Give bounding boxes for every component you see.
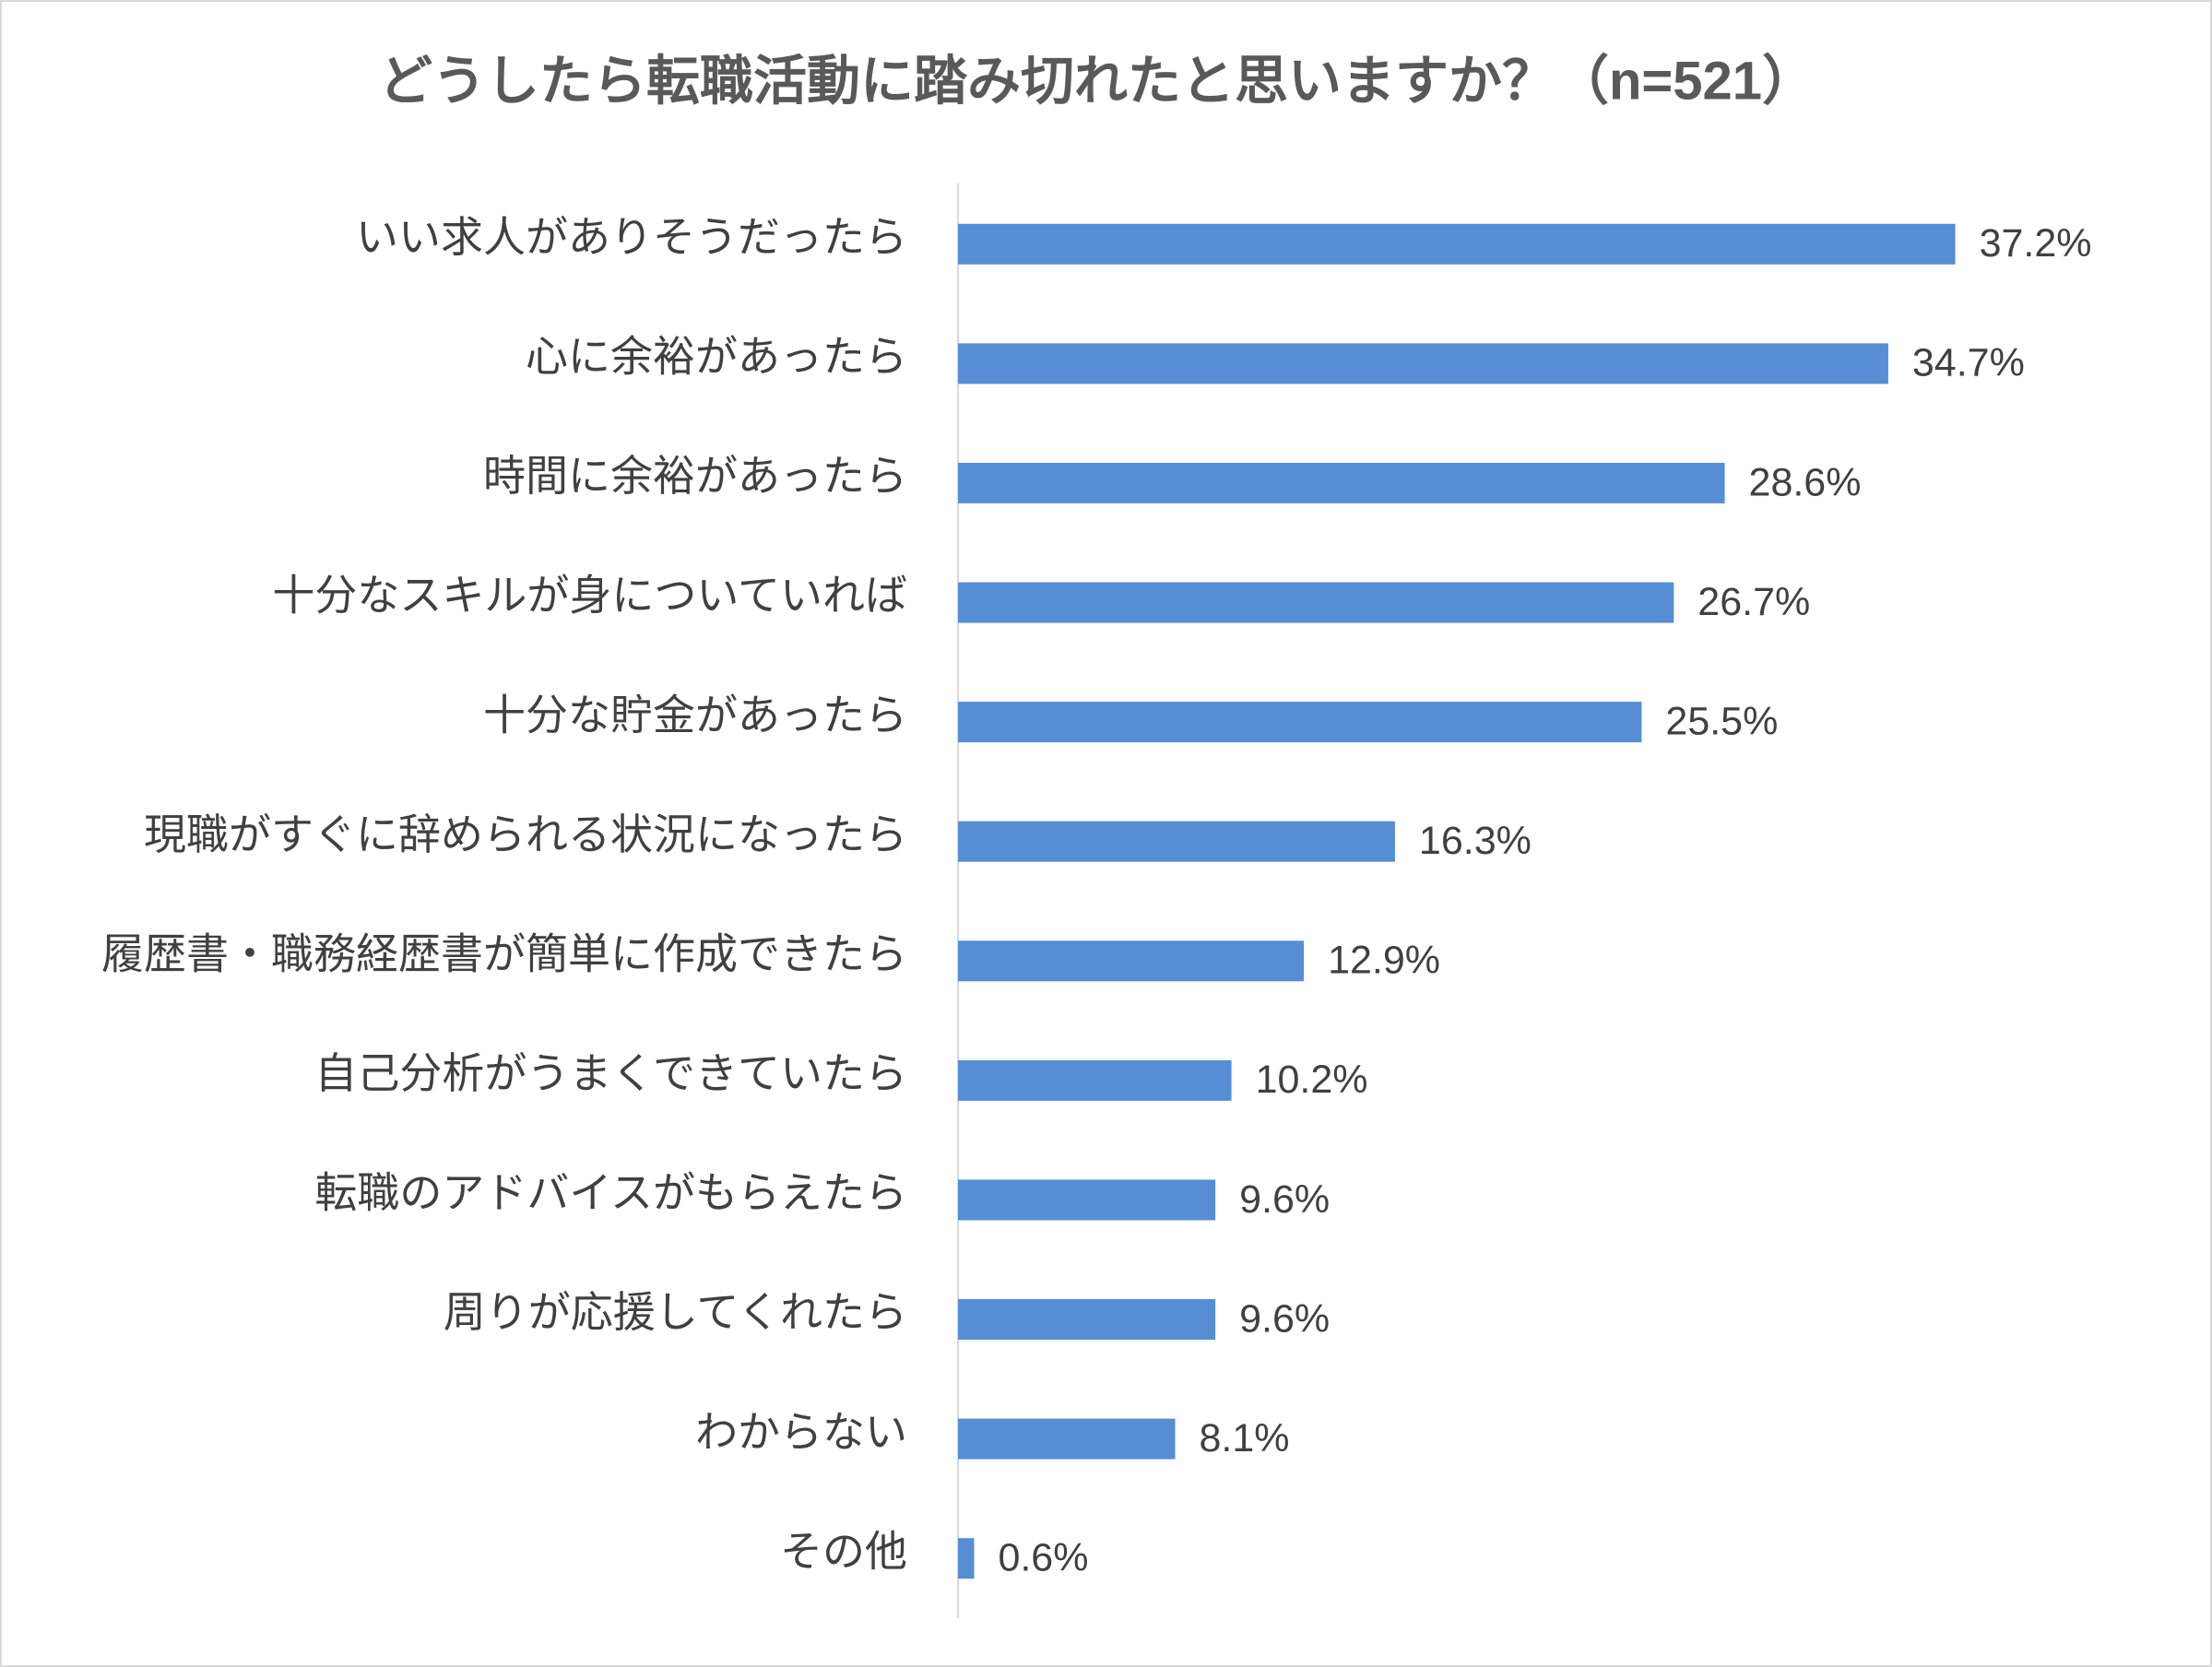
bar [958,1299,1216,1341]
category-label: 十分な貯金があったら [483,691,907,739]
bar [958,940,1305,982]
value-label: 8.1% [1200,1416,1290,1460]
category-label: 自己分析がうまくできていたら [314,1049,907,1097]
bar [958,1418,1176,1460]
value-label: 16.3% [1419,819,1532,863]
bar [958,1059,1232,1101]
bar [958,462,1725,503]
value-label: 10.2% [1256,1058,1368,1102]
value-label: 9.6% [1239,1296,1330,1341]
value-label: 26.7% [1697,580,1810,624]
category-label: その他 [780,1527,907,1575]
bar [958,1538,975,1579]
category-label: いい求人がありそうだったら [356,213,907,261]
category-label: わからない [695,1408,907,1456]
bar [958,821,1395,862]
value-label: 0.6% [998,1536,1088,1580]
category-label: 心に余裕があったら [526,333,907,381]
bar [958,702,1642,743]
bar [958,1179,1216,1221]
value-label: 9.6% [1239,1177,1330,1222]
category-label: 時間に余裕があったら [483,452,907,500]
value-label: 34.7% [1912,341,2025,385]
bar [958,343,1888,384]
chart-title: どうしたら転職活動に踏み切れたと思いますか？（n=521） [379,51,1816,111]
value-label: 12.9% [1328,939,1440,983]
value-label: 25.5% [1665,699,1778,743]
category-label: 十分なスキルが身についていれば [272,572,907,620]
value-label: 37.2% [1980,221,2092,266]
bar [958,223,1956,265]
category-label: 周りが応援してくれたら [444,1288,907,1336]
category-label: 転職のアドバイスがもらえたら [314,1169,907,1217]
category-label: 履歴書・職務経歴書が簡単に作成できたら [101,929,907,977]
bar [958,582,1674,623]
category-label: 現職がすぐに辞められる状況になったら [144,810,907,858]
value-label: 28.6% [1749,460,1862,504]
